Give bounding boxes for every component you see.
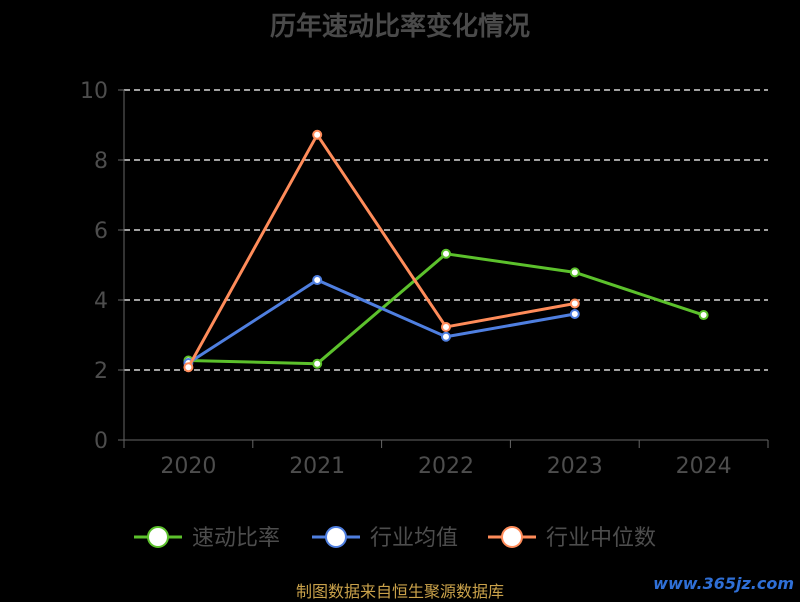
legend-label: 行业均值: [370, 526, 458, 551]
data-point: [698, 310, 709, 321]
source-note: 制图数据来自恒生聚源数据库: [295, 582, 504, 601]
legend-label: 速动比率: [192, 526, 280, 551]
y-tick-label: 10: [80, 79, 108, 104]
data-point: [569, 309, 580, 319]
data-point: [441, 331, 451, 342]
data-point: [569, 298, 580, 309]
data-point: [312, 358, 323, 369]
y-tick-label: 6: [94, 219, 108, 244]
legend-marker: [147, 526, 169, 548]
y-tick-label: 0: [94, 429, 108, 454]
legend-marker: [501, 526, 523, 548]
y-tick-label: 2: [94, 359, 108, 384]
y-tick-label: 8: [94, 149, 108, 174]
watermark: www.365jz.com: [653, 574, 794, 593]
x-tick-label: 2022: [418, 454, 474, 479]
x-tick-label: 2020: [160, 454, 216, 479]
data-point: [183, 362, 194, 373]
y-tick-label: 4: [94, 289, 108, 314]
x-tick-label: 2024: [676, 454, 732, 479]
data-point: [312, 129, 323, 140]
series-line: [187, 278, 576, 365]
x-tick-label: 2023: [547, 454, 603, 479]
series-line: [188, 252, 705, 366]
legend-label: 行业中位数: [546, 526, 656, 551]
axes: 0 2 4 6 8 10 2020 2021 2022 2023 2024: [80, 79, 769, 479]
data-point: [441, 321, 451, 332]
grid-lines: [124, 89, 768, 371]
chart-title: 历年速动比率变化情况: [269, 12, 530, 42]
data-point: [569, 267, 580, 278]
series-lines: [183, 129, 709, 373]
data-point: [441, 248, 451, 259]
x-tick-label: 2021: [289, 454, 345, 479]
legend: 速动比率 行业均值 行业中位数: [134, 526, 656, 551]
data-point: [312, 275, 323, 286]
series-line: [187, 133, 576, 368]
legend-marker: [325, 526, 347, 548]
